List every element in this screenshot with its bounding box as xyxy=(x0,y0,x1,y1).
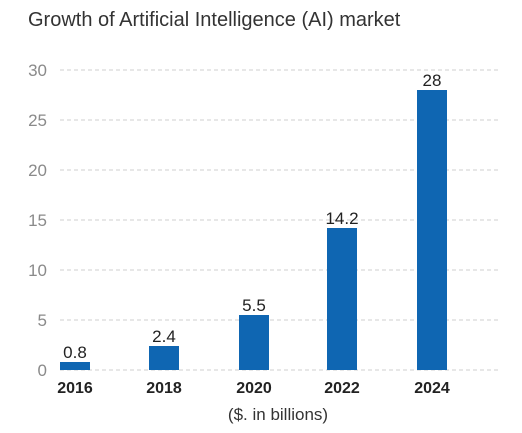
bar xyxy=(60,362,90,370)
y-axis-ticks: 0 5 10 15 20 25 30 xyxy=(28,61,47,380)
x-tick-label: 2018 xyxy=(146,380,182,397)
y-tick-label: 10 xyxy=(28,261,47,280)
bar-value-label: 0.8 xyxy=(63,343,87,362)
bar-value-label: 14.2 xyxy=(325,209,358,228)
bar xyxy=(239,315,269,370)
bars xyxy=(60,90,447,370)
x-tick-label: 2016 xyxy=(57,380,93,397)
grid-lines xyxy=(60,69,500,371)
x-tick-label: 2022 xyxy=(324,380,360,397)
x-tick-label: 2024 xyxy=(414,380,450,397)
bar xyxy=(327,228,357,370)
x-tick-label: 2020 xyxy=(236,380,272,397)
y-tick-label: 15 xyxy=(28,211,47,230)
y-tick-label: 0 xyxy=(38,361,47,380)
chart-title: Growth of Artificial Intelligence (AI) m… xyxy=(28,9,401,31)
x-axis-ticks: 2016 2018 2020 2022 2024 xyxy=(57,380,450,397)
bar-value-label: 5.5 xyxy=(242,296,266,315)
data-labels: 0.8 2.4 5.5 14.2 28 xyxy=(63,71,441,362)
x-axis-label: ($. in billions) xyxy=(228,405,328,424)
bar xyxy=(149,346,179,370)
y-tick-label: 25 xyxy=(28,111,47,130)
bar xyxy=(417,90,447,370)
y-tick-label: 30 xyxy=(28,61,47,80)
y-tick-label: 20 xyxy=(28,161,47,180)
y-tick-label: 5 xyxy=(38,311,47,330)
bar-value-label: 2.4 xyxy=(152,327,176,346)
bar-value-label: 28 xyxy=(423,71,442,90)
